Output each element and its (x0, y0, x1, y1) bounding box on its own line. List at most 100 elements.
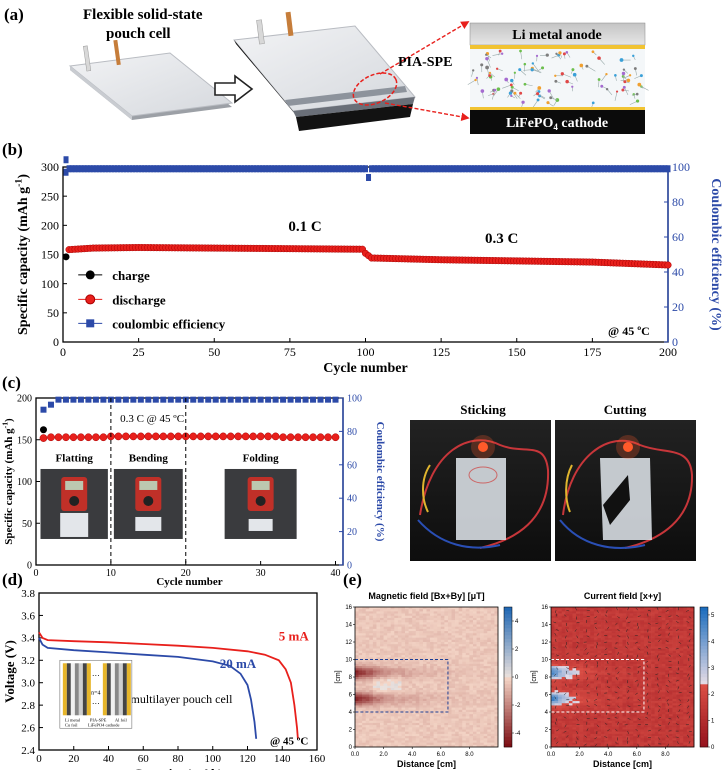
ce-point (556, 165, 562, 173)
discharge-point (316, 433, 325, 442)
heatmap-cell (419, 742, 424, 746)
ce-point (139, 165, 145, 173)
heatmap-cell (601, 672, 605, 676)
heatmap-cell (401, 725, 406, 728)
heatmap-cell (401, 648, 406, 652)
heatmap-cell (419, 644, 424, 647)
heatmap-cell (615, 744, 620, 748)
heatmap-cell (405, 663, 409, 667)
heatmap-cell (465, 666, 470, 669)
heatmap-cell (579, 646, 584, 649)
heatmap-cell (572, 620, 577, 623)
heatmap-cell (483, 677, 488, 680)
heatmap-cell (618, 738, 623, 741)
heatmap-cell (568, 740, 573, 743)
heatmap-cell (462, 663, 467, 667)
heatmap-cell (465, 683, 470, 687)
heatmap-cell (597, 725, 602, 728)
heatmap-cell (444, 622, 449, 625)
heatmap-cell (451, 661, 456, 665)
photo-cutting-title: Cutting (604, 402, 647, 417)
heatmap-cell (455, 687, 459, 691)
heatmap-cell (440, 718, 445, 722)
ce-point (474, 165, 480, 173)
heatmap-cell (358, 718, 363, 722)
heatmap-cell (369, 661, 374, 665)
heatmap-cell (437, 633, 442, 636)
heatmap-cell (590, 639, 595, 643)
heatmap-cell (412, 631, 417, 634)
heatmap-cell (426, 677, 431, 680)
heatmap-cell (618, 722, 623, 726)
ce-point (650, 165, 656, 173)
heatmap-cell (561, 613, 566, 617)
heatmap-cell (465, 624, 470, 627)
heatmap-cell (554, 677, 559, 680)
heatmap-cell (451, 613, 456, 617)
heatmap-cell (433, 628, 438, 632)
heatmap-cell (469, 677, 474, 680)
heatmap-cell (426, 631, 431, 634)
molecule-dot (535, 54, 539, 57)
heatmap-cell (618, 696, 623, 700)
heatmap-cell (394, 694, 399, 697)
heatmap-cell (462, 644, 467, 647)
heatmap-cell (572, 716, 577, 719)
heatmap-cell (426, 663, 431, 667)
heatmap-cell (440, 631, 445, 634)
heatmap-cell (558, 718, 563, 722)
heatmap-cell (465, 639, 470, 643)
heatmap-cell (365, 650, 370, 654)
heatmap-cell (440, 698, 445, 702)
heatmap-cell (565, 709, 570, 713)
molecule-dot (597, 56, 601, 60)
heatmap-cell (372, 646, 377, 649)
heatmap-cell (380, 696, 384, 700)
heatmap-cell (444, 738, 449, 741)
heatmap-cell (561, 646, 566, 649)
heatmap-cell (615, 722, 620, 726)
heatmap-cell (419, 626, 424, 630)
heatmap-cell (433, 659, 438, 662)
heatmap-cell (433, 740, 438, 743)
heatmap-cell (372, 729, 377, 732)
heatmap-cell (437, 690, 442, 693)
heatmap-cell (568, 677, 573, 680)
heatmap-cell (568, 722, 573, 726)
heatmap-cell (394, 613, 399, 617)
heatmap-cell (494, 722, 499, 726)
heatmap-cell (451, 672, 456, 676)
heatmap-cell (451, 720, 456, 724)
heatmap-cell (397, 661, 402, 665)
heatmap-cell (419, 725, 424, 728)
heatmap-cell (376, 685, 381, 689)
ce-point (81, 165, 87, 173)
heatmap-cell (369, 648, 374, 652)
heatmap-cell (437, 672, 442, 676)
heatmap-cell (558, 655, 563, 658)
heatmap-cell (408, 624, 413, 627)
heatmap-cell (372, 624, 377, 627)
heatmap-cell (593, 655, 598, 658)
heatmap-cell (397, 718, 402, 722)
heatmap-cell (626, 740, 630, 743)
heatmap-cell (426, 613, 431, 617)
heatmap-cell (462, 657, 467, 660)
ce-point (468, 165, 474, 173)
heatmap-cell (576, 642, 580, 645)
heatmap-cell (365, 666, 370, 669)
heatmap-cell (372, 705, 377, 708)
heatmap-cell (490, 725, 495, 728)
heatmap-cell (401, 740, 406, 743)
heatmap-cell (558, 690, 563, 693)
heatmap-cell (494, 733, 499, 737)
heatmap-cell (419, 685, 424, 689)
heatmap-cell (583, 639, 588, 643)
heatmap-cell (465, 628, 470, 632)
heatmap-cell (447, 742, 452, 746)
heatmap-cell (611, 707, 616, 711)
heatmap-cell (590, 712, 595, 715)
heatmap-cell (483, 644, 488, 647)
inset-label: PIA-SPE (90, 717, 107, 722)
heatmap-cell (444, 722, 449, 726)
